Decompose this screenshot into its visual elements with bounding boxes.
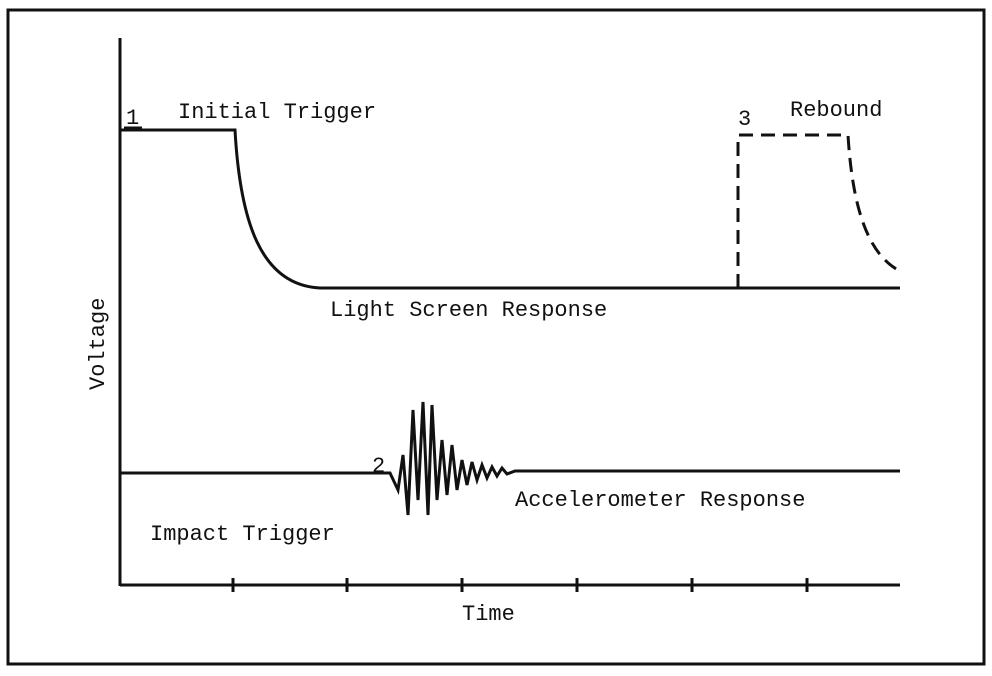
rebound-curve bbox=[736, 133, 903, 288]
annotation: Accelerometer Response bbox=[515, 488, 805, 513]
x-axis-label: Time bbox=[462, 602, 515, 627]
marker: 2 bbox=[372, 454, 385, 479]
y-axis-label: Voltage bbox=[86, 298, 111, 390]
accelerometer-curve bbox=[120, 401, 900, 516]
marker: 1 bbox=[126, 106, 139, 131]
annotation: Light Screen Response bbox=[330, 298, 607, 323]
light-screen-curve bbox=[120, 128, 900, 290]
frame bbox=[6, 8, 986, 666]
annotation: Impact Trigger bbox=[150, 522, 335, 547]
marker: 3 bbox=[738, 107, 751, 132]
annotation: Rebound bbox=[790, 98, 882, 123]
annotation: Initial Trigger bbox=[178, 100, 376, 125]
x-ticks bbox=[231, 578, 809, 592]
